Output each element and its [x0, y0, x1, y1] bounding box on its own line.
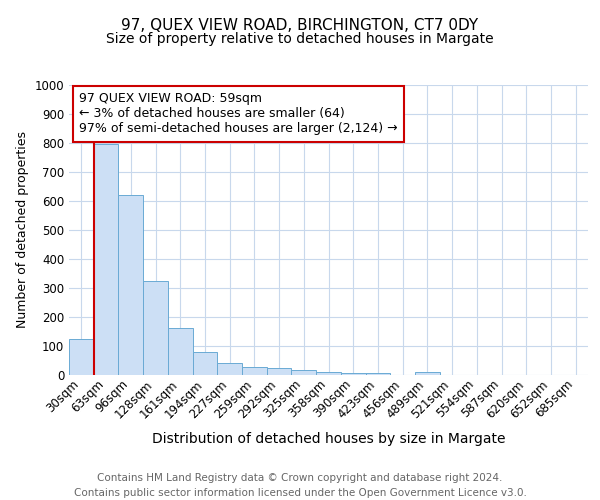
X-axis label: Distribution of detached houses by size in Margate: Distribution of detached houses by size … — [152, 432, 505, 446]
Bar — [69, 339, 94, 375]
Bar — [365, 372, 390, 375]
Text: Size of property relative to detached houses in Margate: Size of property relative to detached ho… — [106, 32, 494, 46]
Bar — [217, 364, 242, 375]
Bar — [267, 368, 292, 375]
Bar — [168, 328, 193, 375]
Bar — [193, 352, 217, 375]
Text: 97, QUEX VIEW ROAD, BIRCHINGTON, CT7 0DY: 97, QUEX VIEW ROAD, BIRCHINGTON, CT7 0DY — [121, 18, 479, 32]
Bar — [316, 372, 341, 375]
Bar — [292, 370, 316, 375]
Bar — [341, 372, 365, 375]
Bar — [94, 144, 118, 375]
Bar — [242, 367, 267, 375]
Text: Contains HM Land Registry data © Crown copyright and database right 2024.
Contai: Contains HM Land Registry data © Crown c… — [74, 472, 526, 498]
Y-axis label: Number of detached properties: Number of detached properties — [16, 132, 29, 328]
Bar — [118, 195, 143, 375]
Text: 97 QUEX VIEW ROAD: 59sqm
← 3% of detached houses are smaller (64)
97% of semi-de: 97 QUEX VIEW ROAD: 59sqm ← 3% of detache… — [79, 92, 398, 135]
Bar — [415, 372, 440, 375]
Bar — [143, 281, 168, 375]
